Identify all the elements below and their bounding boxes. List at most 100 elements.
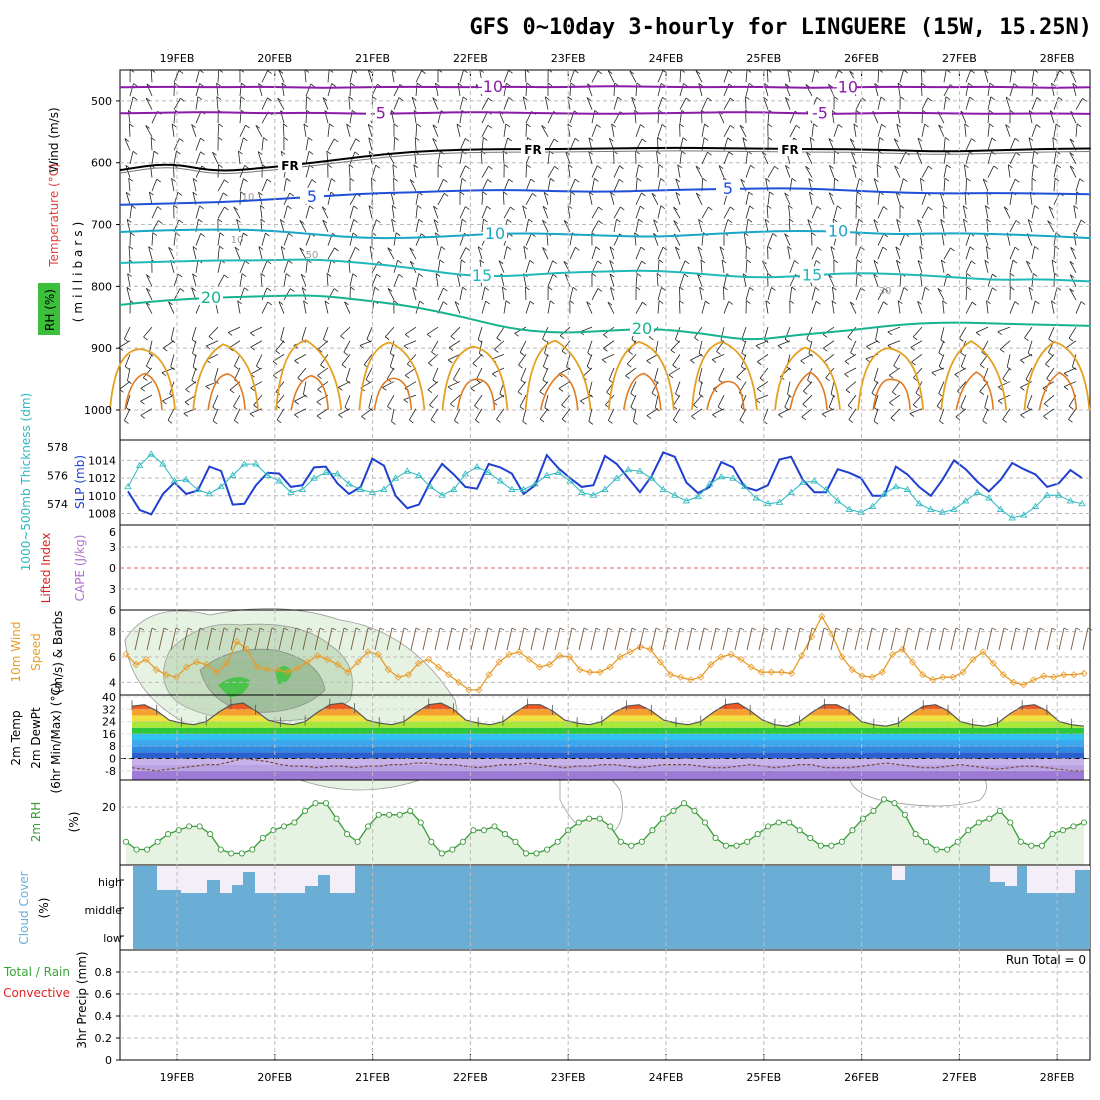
wind10-barb-flag (379, 627, 385, 631)
upper-wind-barb (432, 138, 439, 151)
upper-wind-barb-flag (432, 97, 437, 101)
upper-wind-barb (1025, 260, 1033, 273)
isotherm-line (119, 258, 1092, 283)
wind10-point (495, 658, 503, 666)
upper-wind-barb (561, 340, 571, 352)
upper-wind-barb-flag (1026, 260, 1031, 265)
upper-wind-barb (173, 164, 175, 178)
upper-wind-barb (432, 97, 439, 110)
upper-wind-barb (890, 408, 901, 419)
upper-wind-barb (119, 381, 131, 390)
wind10-barb-flag (403, 627, 409, 631)
upper-wind-barb (280, 246, 285, 260)
upper-wind-barb (1005, 97, 1011, 110)
upper-wind-barb (691, 408, 703, 417)
upper-wind-barb-flag (240, 191, 245, 196)
upper-wind-barb (258, 192, 263, 205)
upper-wind-barb-flag (690, 359, 695, 364)
wind10-point (959, 668, 967, 676)
upper-wind-barb-flag (828, 192, 834, 197)
upper-wind-barb-flag (150, 69, 156, 73)
upper-wind-barb (1072, 83, 1077, 97)
wind10-barb (1022, 627, 1029, 651)
upper-wind-barb-flag (435, 232, 440, 237)
upper-wind-barbs (118, 69, 1087, 425)
upper-wind-barb-flag (1027, 219, 1033, 223)
upper-wind-barb (635, 124, 641, 137)
temperature-axis-label: Temperature (°C) (47, 163, 61, 268)
upper-wind-barb (327, 83, 333, 97)
upper-wind-barb (1069, 152, 1077, 165)
upper-wind-barb-flag (927, 97, 932, 102)
upper-wind-barb-flag (892, 391, 897, 396)
pressure-tick-label: 800 (91, 280, 112, 293)
thickness-point (799, 478, 807, 485)
upper-wind-barb-flag (517, 391, 523, 396)
upper-wind-barb-flag (1068, 405, 1074, 410)
upper-wind-barb (855, 191, 858, 205)
upper-wind-barb (437, 179, 444, 192)
rh2m-point (333, 815, 340, 822)
upper-wind-barb-flag (168, 301, 173, 306)
upper-wind-barb (938, 354, 945, 367)
top-date-label: 22FEB (453, 52, 488, 65)
upper-wind-barb (212, 152, 219, 165)
upper-wind-barb (129, 205, 133, 219)
upper-wind-barb-flag (527, 137, 532, 141)
upper-wind-barb-flag (740, 178, 746, 183)
upper-wind-barb (118, 340, 131, 348)
upper-wind-barb (1053, 70, 1060, 83)
upper-wind-barb (525, 164, 527, 178)
upper-wind-barb-flag (810, 137, 815, 141)
upper-wind-barb (481, 287, 486, 301)
thickness-point (717, 473, 726, 480)
upper-wind-barb (675, 246, 681, 260)
upper-wind-barb (802, 394, 813, 405)
wind10-barb-flag (187, 627, 193, 631)
upper-wind-barb-flag (698, 83, 703, 87)
upper-wind-barb (192, 340, 197, 354)
upper-wind-barb (278, 301, 285, 314)
upper-wind-barb (327, 192, 332, 205)
slp-axis-label: SLP (mb) (73, 455, 87, 509)
upper-wind-barb-flag (802, 403, 807, 408)
temp-band (132, 715, 1084, 722)
upper-wind-barb (450, 394, 461, 405)
thickness-point (903, 485, 912, 492)
upper-wind-barb-flag (1055, 232, 1061, 237)
upper-wind-barb (917, 260, 923, 273)
wind10-barb (302, 627, 309, 651)
upper-wind-barb-flag (199, 205, 204, 210)
wind10-point (203, 660, 211, 669)
upper-wind-barb (250, 340, 263, 348)
wind10-barb (974, 627, 981, 651)
upper-wind-barb (965, 70, 971, 83)
upper-wind-barb-flag (418, 273, 423, 277)
upper-wind-barb-flag (547, 82, 553, 87)
upper-wind-barb-flag (746, 245, 751, 250)
upper-wind-barb (503, 206, 511, 219)
upper-wind-barb-flag (861, 97, 867, 102)
upper-wind-barb-flag (847, 405, 853, 409)
wind10-point (999, 671, 1007, 679)
upper-wind-barb (261, 301, 269, 314)
upper-wind-barb (807, 367, 813, 381)
upper-wind-barb (128, 246, 131, 260)
upper-wind-barb (873, 395, 879, 408)
upper-wind-barb (739, 408, 747, 421)
wind10-point (767, 668, 775, 676)
upper-wind-barb (828, 395, 835, 408)
upper-wind-barb-flag (808, 178, 814, 182)
upper-wind-barb (920, 69, 923, 83)
thickness-point (589, 491, 598, 498)
bottom-date-label: 24FEB (649, 1071, 684, 1084)
upper-wind-barb (591, 165, 598, 178)
upper-wind-barb-flag (508, 97, 513, 101)
upper-wind-barb-flag (966, 273, 971, 277)
upper-wind-barb (1053, 192, 1060, 205)
upper-wind-barb (261, 232, 266, 246)
isotherm-label: FR (281, 159, 298, 173)
upper-wind-barb (877, 69, 880, 83)
isotherm-line (119, 150, 1091, 174)
upper-wind-barb-flag (1031, 177, 1037, 182)
